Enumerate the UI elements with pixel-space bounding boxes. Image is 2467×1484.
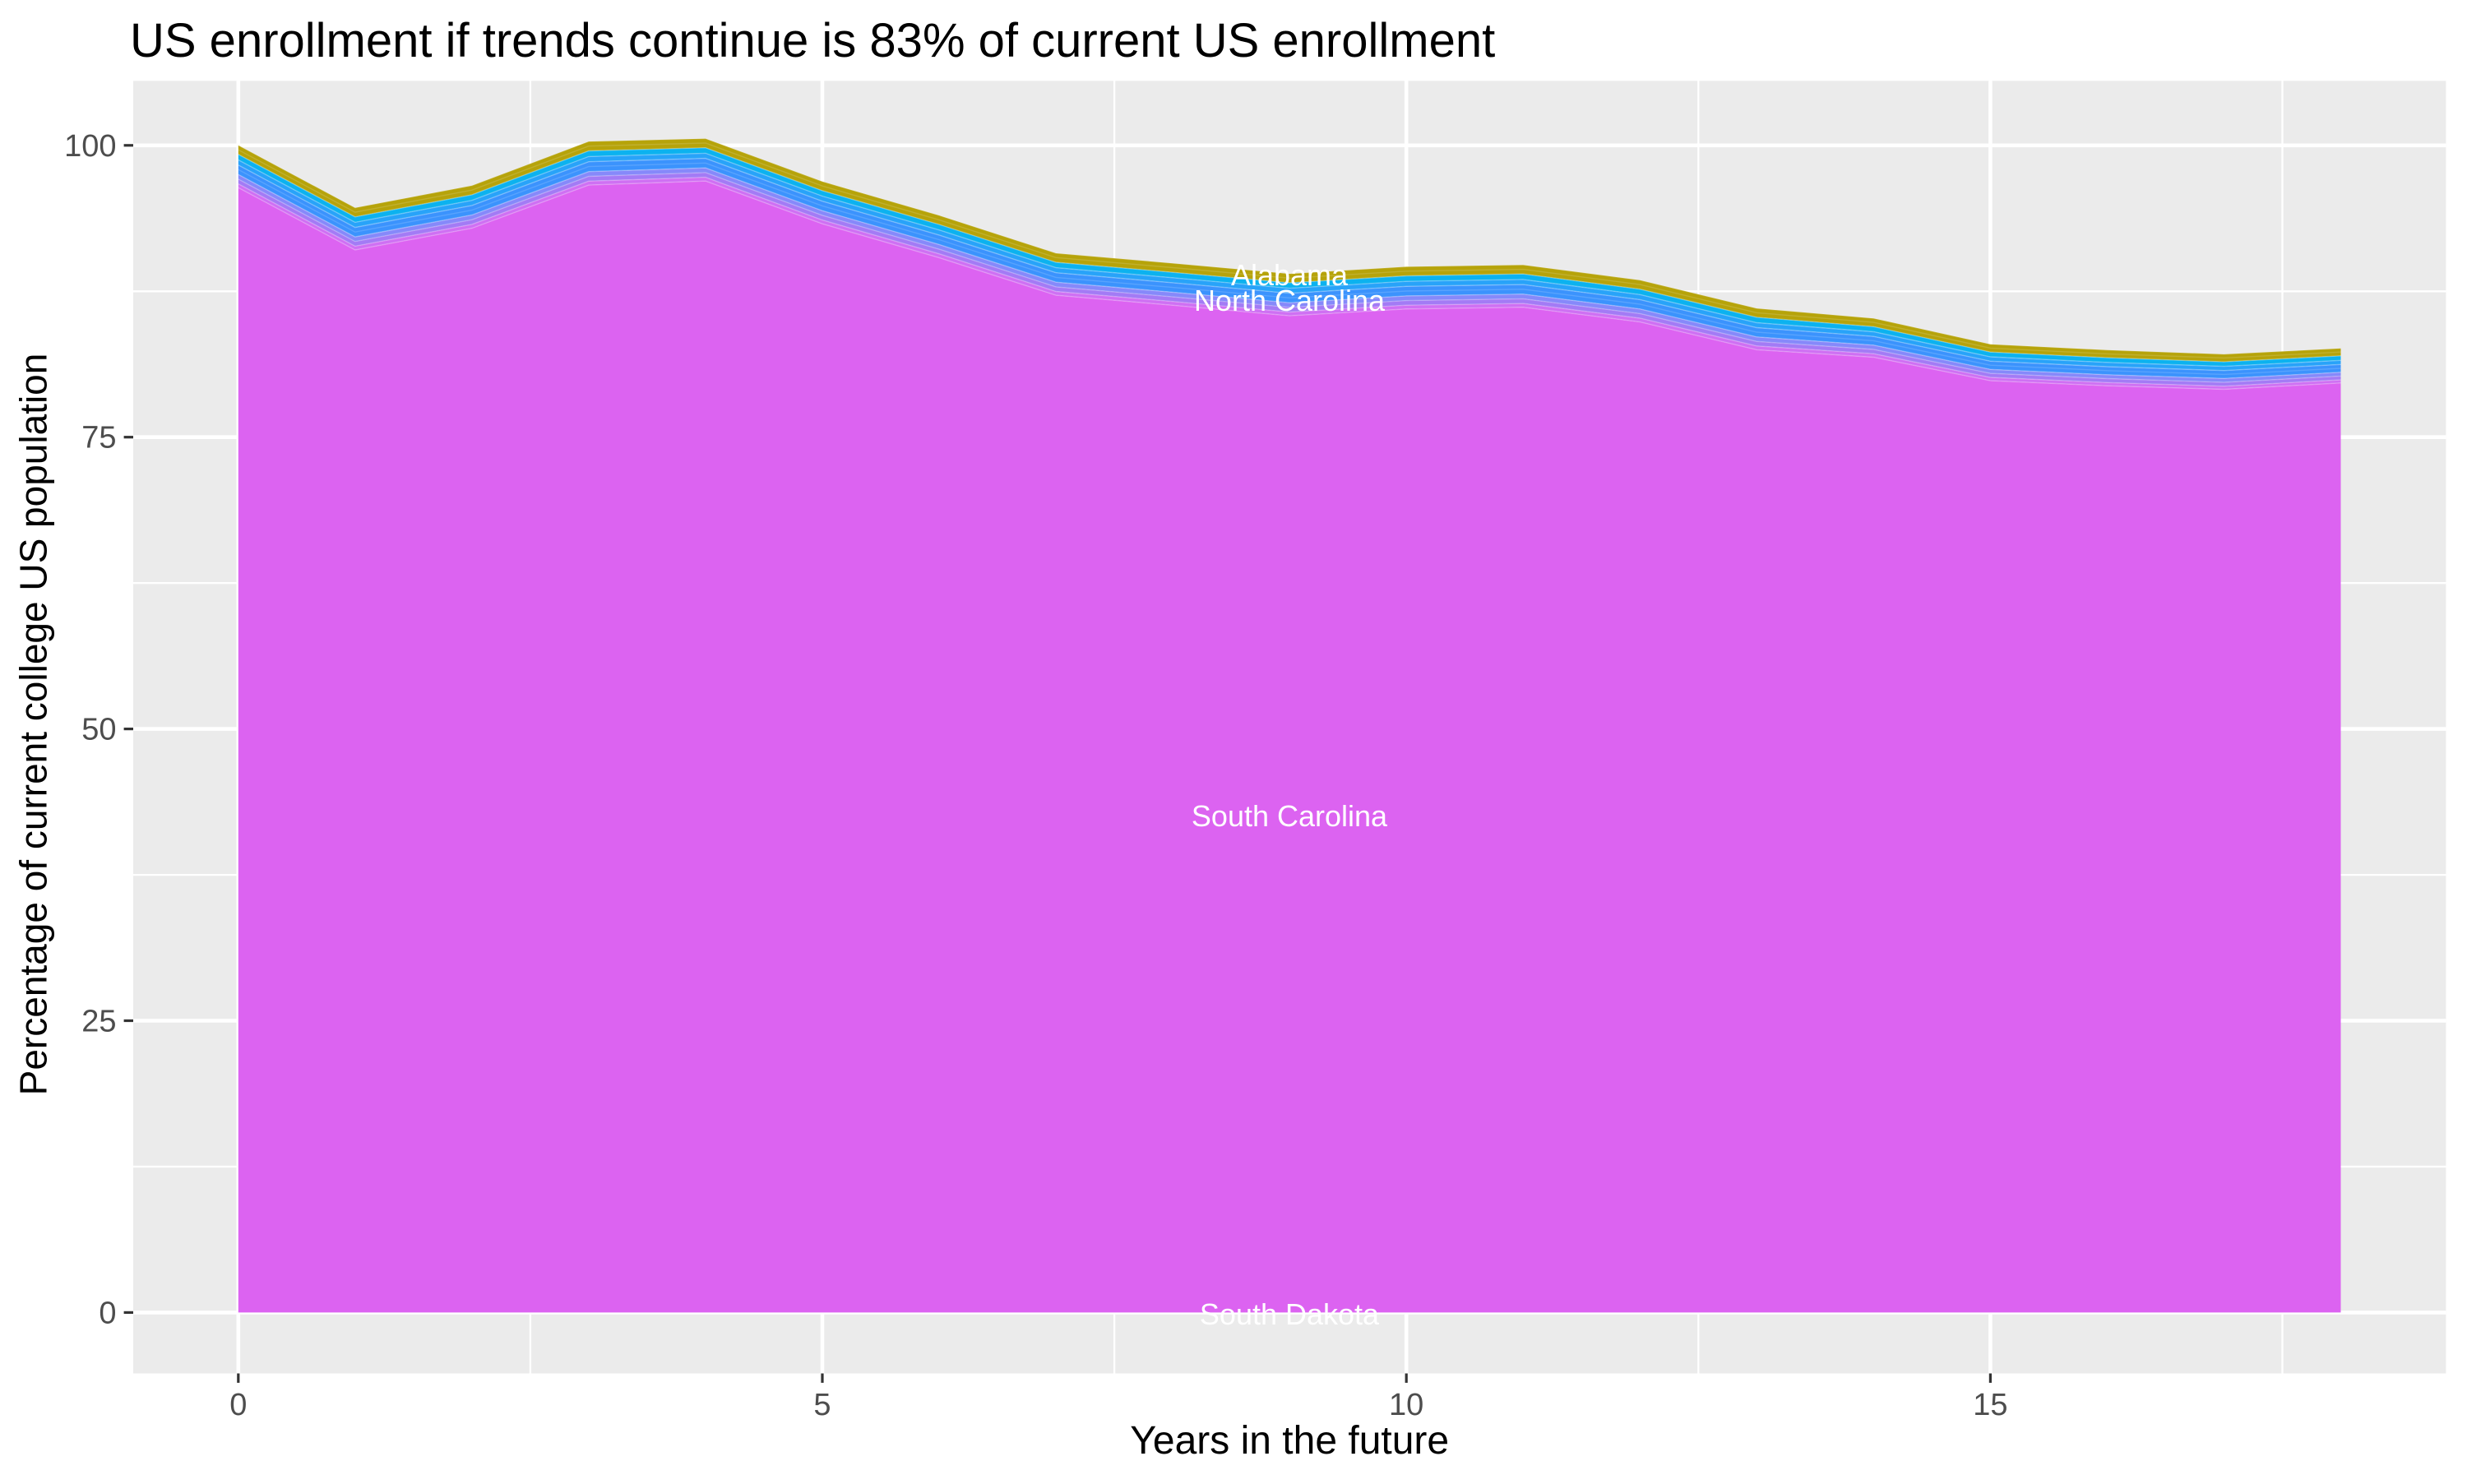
svg-text:0: 0	[229, 1388, 247, 1422]
svg-text:Alabama: Alabama	[1231, 258, 1349, 292]
svg-text:10: 10	[1389, 1388, 1423, 1422]
svg-text:25: 25	[81, 1005, 116, 1039]
svg-text:0: 0	[99, 1296, 116, 1330]
svg-text:15: 15	[1973, 1388, 2007, 1422]
svg-text:South Dakota: South Dakota	[1200, 1297, 1380, 1331]
svg-text:5: 5	[813, 1388, 831, 1422]
svg-text:Years in the future: Years in the future	[1130, 1419, 1449, 1463]
svg-text:North Carolina: North Carolina	[1194, 284, 1386, 317]
svg-text:US enrollment if trends contin: US enrollment if trends continue is 83% …	[130, 14, 1495, 67]
svg-text:100: 100	[64, 129, 116, 164]
svg-text:Percentage of current college: Percentage of current college US populat…	[12, 354, 55, 1096]
svg-text:South Carolina: South Carolina	[1192, 799, 1388, 833]
svg-text:50: 50	[81, 713, 116, 747]
svg-text:75: 75	[81, 421, 116, 455]
